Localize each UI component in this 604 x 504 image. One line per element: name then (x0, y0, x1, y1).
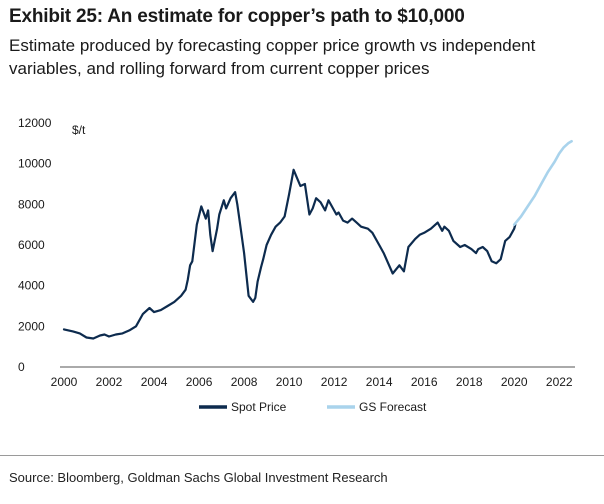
y-tick-label: 12000 (18, 116, 52, 130)
y-axis-ticks: 0 2000 4000 6000 8000 10000 12000 (18, 116, 52, 374)
x-tick-label: 2002 (96, 375, 123, 389)
x-tick-label: 2016 (411, 375, 438, 389)
gs-forecast-line (512, 140, 573, 226)
chart-subtitle: Estimate produced by forecasting copper … (9, 36, 536, 78)
x-tick-label: 2004 (141, 375, 168, 389)
x-tick-label: 2018 (456, 375, 483, 389)
y-axis-unit-label: $/t (72, 123, 86, 137)
y-tick-label: 8000 (18, 197, 45, 211)
footer-divider (0, 455, 604, 456)
legend-label-0: Spot Price (231, 400, 287, 414)
source-note: Source: Bloomberg, Goldman Sachs Global … (9, 470, 388, 485)
x-tick-label: 2008 (231, 375, 258, 389)
y-tick-label: 6000 (18, 238, 45, 252)
y-tick-label: 10000 (18, 157, 52, 171)
chart-title: Exhibit 25: An estimate for copper’s pat… (9, 6, 465, 27)
legend-label-1: GS Forecast (359, 400, 427, 414)
copper-price-chart: 0 2000 4000 6000 8000 10000 12000 $/t 2000 2002… (18, 116, 575, 414)
x-axis-ticks: 2000 2002 2004 2006 2008 2010 2012 2014 2016 2018… (51, 375, 573, 389)
x-tick-label: 2012 (321, 375, 348, 389)
x-tick-label: 2010 (276, 375, 303, 389)
x-tick-label: 2014 (366, 375, 393, 389)
x-tick-label: 2006 (186, 375, 213, 389)
x-tick-label: 2020 (501, 375, 528, 389)
legend: Spot Price GS Forecast (199, 400, 427, 414)
y-tick-label: 0 (18, 360, 25, 374)
y-tick-label: 4000 (18, 279, 45, 293)
series-layer (62, 140, 573, 340)
spot-price-line (62, 168, 517, 340)
y-tick-label: 2000 (18, 319, 45, 333)
x-tick-label: 2022 (546, 375, 573, 389)
x-tick-label: 2000 (51, 375, 78, 389)
